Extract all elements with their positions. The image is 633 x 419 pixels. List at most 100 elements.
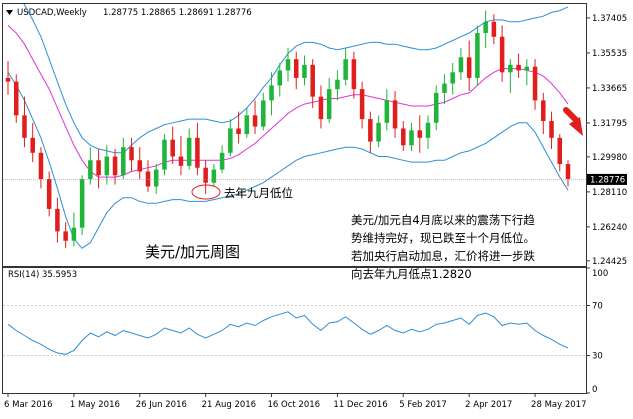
candle-up <box>433 85 439 131</box>
candle-down <box>112 149 118 185</box>
candle-down <box>293 51 299 90</box>
candle-body <box>417 130 423 138</box>
chart-menu-triangle-icon[interactable] <box>6 10 13 15</box>
candle-down <box>252 100 258 135</box>
candle-body <box>409 130 414 146</box>
candle-body <box>351 59 357 90</box>
time-tick-label: 26 Jun 2016 <box>136 400 187 410</box>
candle-down <box>466 40 472 92</box>
price-panel <box>2 3 587 267</box>
candle-body <box>491 21 497 37</box>
candle-body <box>401 128 406 146</box>
lower-band-line <box>7 72 569 249</box>
candle-body <box>22 115 27 138</box>
price-tick-label: 1.29980 <box>592 153 627 163</box>
candle-up <box>458 47 464 80</box>
candle-body <box>310 64 315 97</box>
candle-body <box>112 156 118 176</box>
candle-down <box>137 147 143 179</box>
rsi-panel <box>2 267 587 394</box>
candle-down <box>491 14 497 45</box>
candle-down <box>145 160 151 193</box>
time-tick-label: 6 Mar 2016 <box>4 400 52 410</box>
rsi-tick-label: 30 <box>592 352 603 362</box>
candle-up <box>376 115 381 148</box>
price-tick-label: 1.35535 <box>592 49 627 59</box>
candle-body <box>195 137 200 168</box>
candle-up <box>524 59 530 86</box>
candle-body <box>466 57 472 78</box>
candle-down <box>541 92 546 135</box>
rsi-tick-label: 70 <box>592 302 603 312</box>
price-tick-label: 1.31795 <box>592 119 627 129</box>
candle-body <box>343 59 348 80</box>
candle-body <box>458 57 464 73</box>
note-line: 势维持完好，现已跌至十个月低位。 <box>351 231 535 245</box>
candle-down <box>55 197 60 243</box>
candle-body <box>46 178 52 209</box>
candle-body <box>145 171 151 187</box>
candle-down <box>549 111 554 150</box>
candle-up <box>79 175 85 236</box>
candle-up <box>71 212 77 247</box>
candle-body <box>153 169 159 187</box>
candle-body <box>277 70 283 86</box>
price-tick-label: 1.26240 <box>592 223 627 233</box>
candle-body <box>88 160 93 179</box>
last-year-low-label: 去年九月低位 <box>224 186 293 200</box>
rsi-tick-label: 100 <box>592 269 608 279</box>
candle-body <box>442 83 447 93</box>
candle-body <box>549 120 554 138</box>
candle-up <box>285 47 291 82</box>
candle-up <box>409 122 414 151</box>
candle-down <box>5 61 11 95</box>
time-tick-label: 2 Apr 2017 <box>465 400 512 410</box>
note-line: 若加央行启动加息，汇价将进一步跌 <box>351 249 535 263</box>
time-tick-label: 5 Feb 2017 <box>399 400 447 410</box>
candle-body <box>565 164 571 179</box>
candle-body <box>425 122 431 138</box>
candle-up <box>261 92 266 131</box>
candle-body <box>359 89 365 120</box>
candle-body <box>129 147 134 161</box>
candle-body <box>532 66 538 101</box>
candle-body <box>219 152 225 170</box>
candle-down <box>178 135 184 176</box>
candle-body <box>13 81 19 116</box>
middle-band-line <box>7 25 569 178</box>
candle-up <box>335 70 340 101</box>
candle-body <box>483 21 488 34</box>
candle-down <box>310 59 315 108</box>
candle-body <box>252 115 258 127</box>
candle-body <box>433 92 439 123</box>
candle-up <box>104 145 110 185</box>
candle-body <box>557 137 563 165</box>
downtrend-arrow-icon <box>563 107 583 136</box>
candle-down <box>392 91 398 138</box>
candle-down <box>38 147 44 189</box>
candle-up <box>384 89 390 131</box>
candle-body <box>63 231 68 241</box>
time-tick-label: 16 Oct 2016 <box>268 400 321 410</box>
candle-body <box>318 96 324 120</box>
candle-body <box>211 169 217 183</box>
candle-up <box>162 134 167 176</box>
candle-up <box>483 10 488 48</box>
candle-down <box>203 160 208 194</box>
time-tick-label: 21 Aug 2016 <box>202 400 256 410</box>
rsi-tick-label: 0 <box>592 385 597 395</box>
candle-body <box>450 72 455 84</box>
candle-body <box>392 100 398 129</box>
candle-up <box>186 128 192 170</box>
time-tick-label: 1 May 2016 <box>70 400 120 410</box>
candle-up <box>277 62 283 97</box>
candle-up <box>153 164 159 194</box>
candle-down <box>46 171 52 217</box>
time-tick-label: 11 Dec 2016 <box>333 400 387 410</box>
candle-body <box>55 208 60 232</box>
candle-body <box>335 79 340 90</box>
candle-body <box>121 147 126 176</box>
candle-up <box>343 47 348 86</box>
candle-body <box>368 119 373 142</box>
